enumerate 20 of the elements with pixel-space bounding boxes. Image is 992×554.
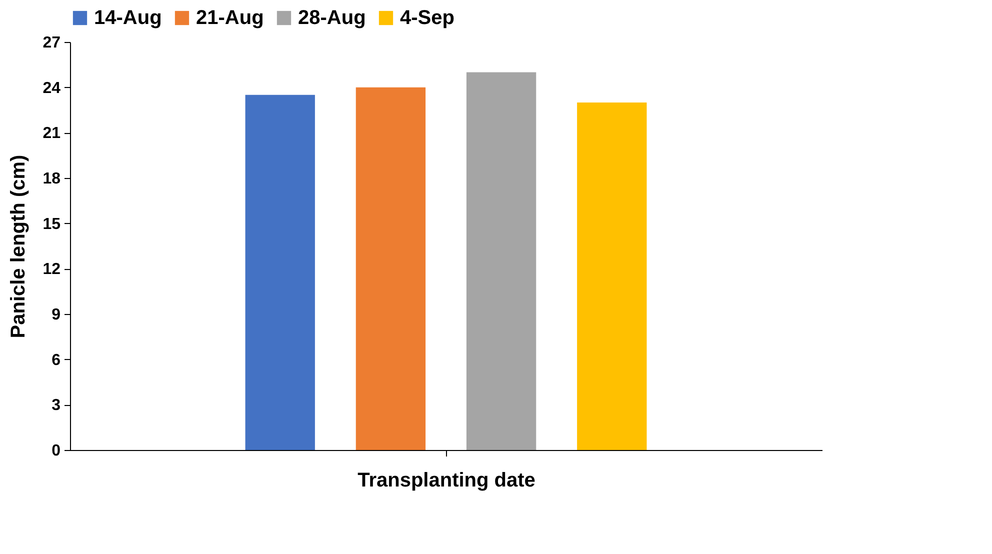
legend-label: 21-Aug bbox=[196, 7, 264, 29]
y-tick-label: 18 bbox=[42, 170, 61, 188]
x-axis-title: Transplanting date bbox=[358, 470, 536, 492]
y-tick-label: 3 bbox=[52, 397, 61, 414]
y-axis-title: Panicle length (cm) bbox=[8, 154, 30, 338]
bar bbox=[245, 94, 315, 450]
legend-label: 4-Sep bbox=[400, 7, 454, 29]
y-tick-label: 15 bbox=[42, 216, 61, 233]
y-tick-label: 0 bbox=[52, 442, 61, 460]
legend-label: 28-Aug bbox=[298, 7, 366, 29]
y-tick-label: 27 bbox=[42, 34, 61, 52]
bar bbox=[577, 102, 647, 450]
y-tick-label: 24 bbox=[42, 80, 61, 97]
bar bbox=[356, 87, 426, 450]
y-tick-label: 6 bbox=[52, 352, 61, 369]
y-tick-label: 9 bbox=[52, 306, 61, 324]
y-tick-label: 21 bbox=[42, 125, 61, 142]
y-tick-label: 12 bbox=[42, 261, 61, 278]
legend-label: 14-Aug bbox=[94, 7, 162, 29]
bar bbox=[466, 72, 536, 450]
